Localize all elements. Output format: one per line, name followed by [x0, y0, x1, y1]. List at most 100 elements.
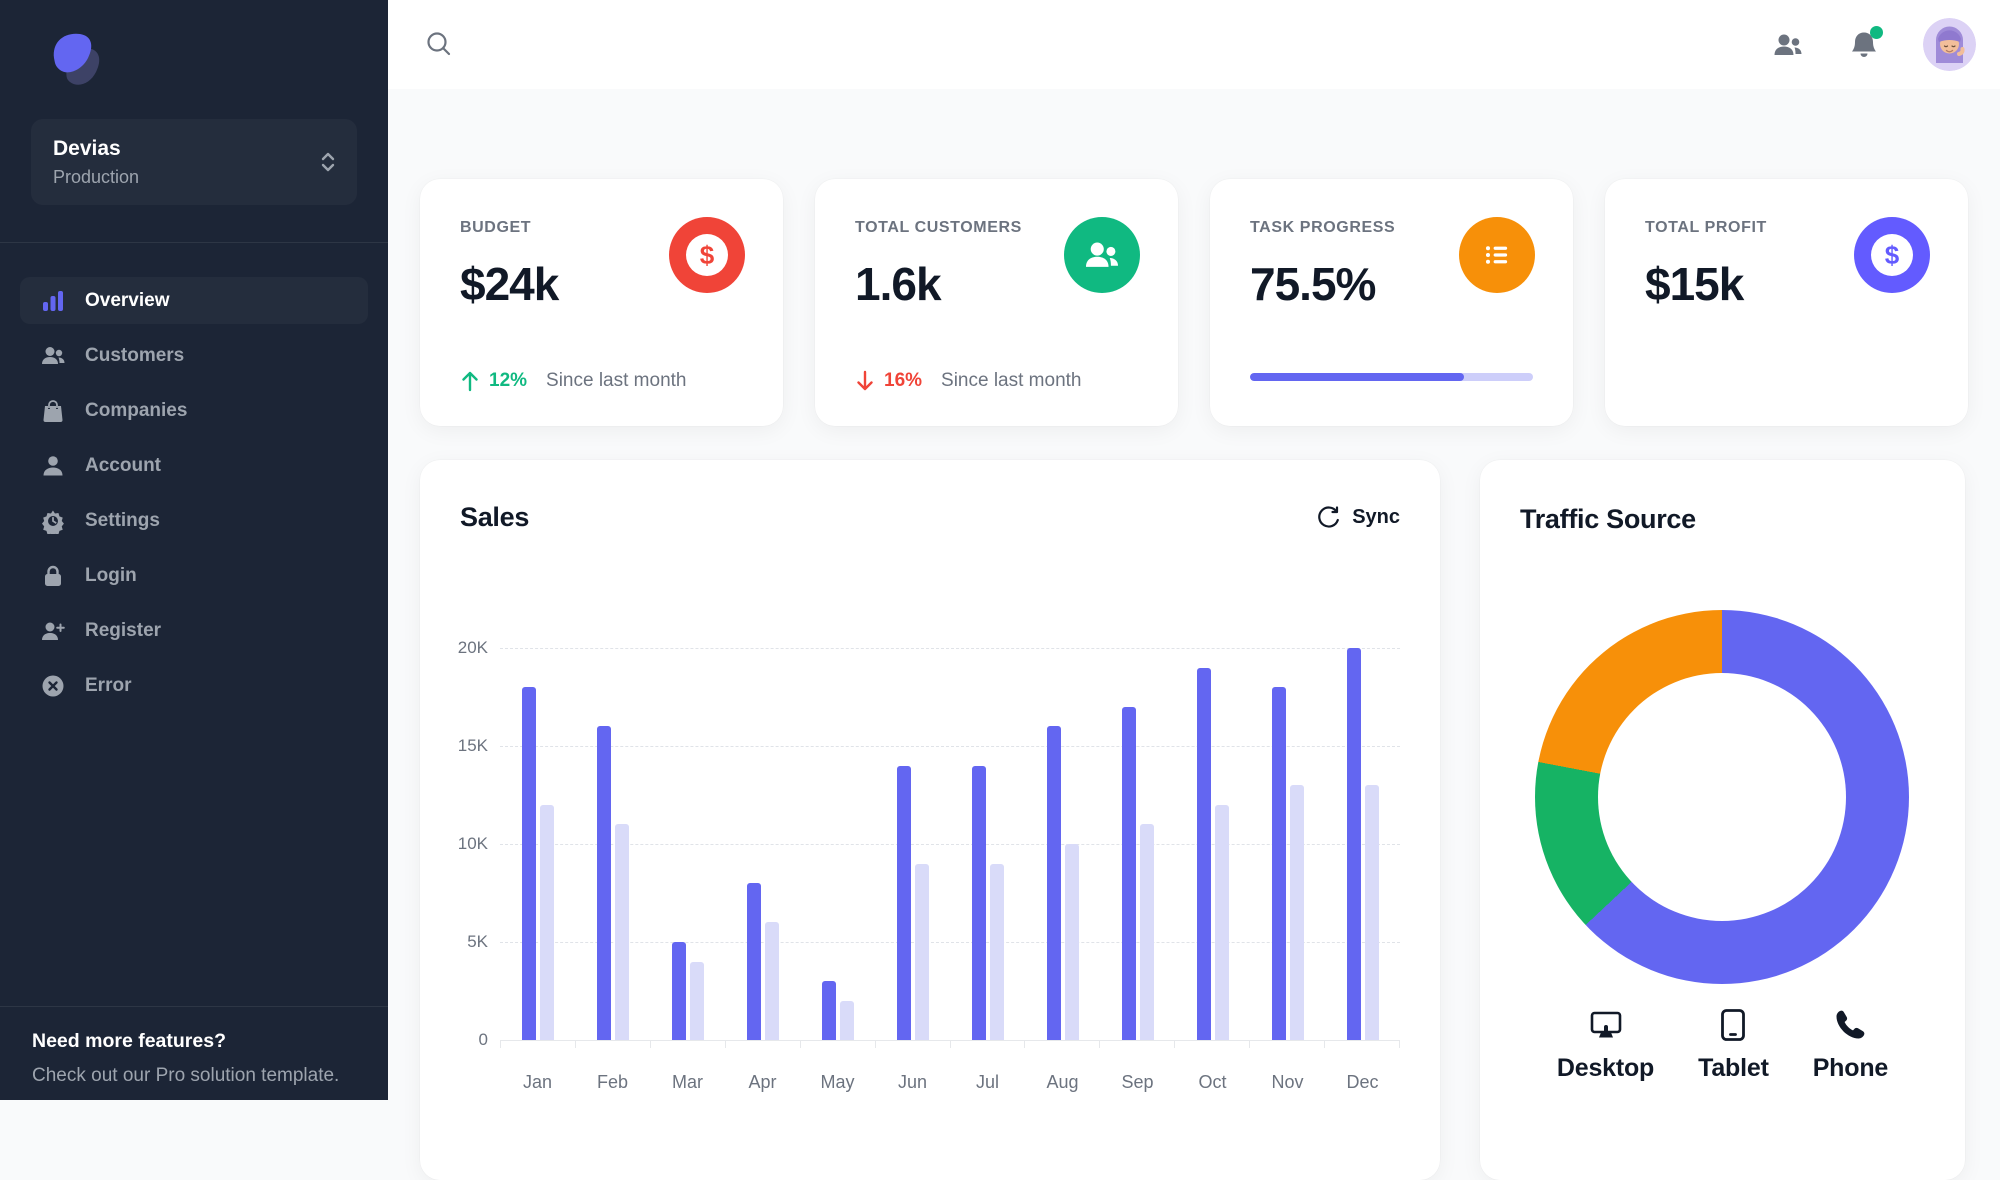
workspace-selector[interactable]: Devias Production: [31, 119, 357, 205]
legend-item-tablet: Tablet: [1698, 1008, 1769, 1083]
workspace-name: Devias: [53, 137, 121, 160]
users-icon: [1774, 34, 1802, 55]
topbar: [388, 0, 2000, 89]
sidebar-item-login[interactable]: Login: [20, 552, 368, 599]
notifications-button[interactable]: [1847, 25, 1883, 62]
search-icon: [427, 32, 451, 56]
sidebar-footer: Need more features? Check out our Pro so…: [32, 1030, 364, 1087]
sales-plot: [500, 648, 1401, 1048]
bar-this-year: [1346, 648, 1361, 1040]
x-tick-label: May: [820, 1072, 855, 1092]
bar-last-year: [839, 1000, 854, 1040]
bar-this-year: [1196, 667, 1211, 1040]
gear-icon: [41, 509, 64, 534]
bar-group-nov: [1250, 648, 1325, 1040]
sidebar-item-settings[interactable]: Settings: [20, 497, 368, 544]
gridline: [500, 648, 1400, 649]
bar-this-year: [671, 942, 686, 1040]
stat-label: TOTAL CUSTOMERS: [855, 219, 1022, 236]
bar-group-jan: [500, 648, 575, 1040]
arrow-down-icon: [857, 370, 873, 391]
y-tick-label: 10K: [457, 834, 488, 853]
search-button[interactable]: [423, 28, 457, 62]
traffic-legend: Desktop Tablet Phone: [1480, 1008, 1965, 1083]
trend-value: 16%: [884, 370, 923, 391]
sidebar-item-account[interactable]: Account: [20, 442, 368, 489]
bar-last-year: [689, 961, 704, 1040]
sidebar-item-label: Customers: [85, 344, 185, 366]
notification-badge-dot: [1870, 25, 1883, 39]
sidebar-item-label: Register: [85, 619, 162, 641]
bar-group-dec: [1325, 648, 1400, 1040]
bell-icon: [1852, 32, 1876, 57]
trend-row: 12% Since last month: [460, 370, 687, 392]
sidebar-item-label: Account: [85, 454, 161, 476]
shopping-bag-icon: [43, 399, 63, 422]
bar-group-sep: [1100, 648, 1175, 1040]
bar-last-year: [539, 804, 554, 1040]
x-tick-label: Sep: [1121, 1072, 1154, 1092]
task-progress-fill: [1250, 373, 1464, 381]
tablet-icon: [1721, 1009, 1746, 1041]
bar-group-jun: [875, 648, 950, 1040]
bar-group-feb: [575, 648, 650, 1040]
bar-group-apr: [725, 648, 800, 1040]
sidebar-item-label: Error: [85, 674, 132, 696]
bar-last-year: [1214, 804, 1229, 1040]
bar-last-year: [1064, 844, 1079, 1040]
bar-last-year: [614, 824, 629, 1040]
stat-value: $15k: [1645, 258, 1744, 310]
budget-card: BUDGET $24k $ 12% Since last month: [420, 179, 783, 426]
device-label: Phone: [1812, 1054, 1889, 1082]
profit-icon-circle: $: [1854, 217, 1930, 293]
avatar[interactable]: [1923, 18, 1976, 71]
bar-last-year: [1139, 824, 1154, 1040]
stat-value: 75.5%: [1250, 258, 1376, 310]
contacts-button[interactable]: [1771, 28, 1805, 62]
traffic-donut-chart: [1535, 610, 1909, 984]
sidebar-item-register[interactable]: Register: [20, 607, 368, 654]
bar-this-year: [821, 981, 836, 1040]
bar-last-year: [989, 863, 1004, 1040]
bar-group-may: [800, 648, 875, 1040]
users-icon: [1085, 242, 1119, 267]
customers-icon-circle: [1064, 217, 1140, 293]
task-progress-bar: [1250, 373, 1533, 381]
footer-title: Need more features?: [32, 1030, 226, 1052]
sales-card: Sales Sync 20K 15K 10K 5K 0 Jan Feb Mar Apr May J…: [420, 460, 1440, 1180]
trend-caption: Since last month: [941, 370, 1082, 391]
task-icon-circle: [1459, 217, 1535, 293]
sidebar-item-label: Login: [85, 564, 137, 586]
sidebar-item-companies[interactable]: Companies: [20, 387, 368, 434]
sales-bars: [500, 648, 1400, 1040]
refresh-icon: [1318, 506, 1340, 528]
y-tick-label: 0: [478, 1030, 488, 1049]
bar-group-mar: [650, 648, 725, 1040]
bar-this-year: [1121, 706, 1136, 1040]
trend-row: 16% Since last month: [855, 370, 1082, 392]
sidebar-divider: [0, 242, 388, 243]
desktop-monitor-icon: [1590, 1011, 1621, 1038]
sidebar-item-customers[interactable]: Customers: [20, 332, 368, 379]
device-label: Tablet: [1698, 1054, 1769, 1082]
x-tick-label: Dec: [1346, 1072, 1379, 1092]
sidebar-item-overview[interactable]: Overview: [20, 277, 368, 324]
sidebar-item-label: Companies: [85, 399, 188, 421]
x-tick-label: Jul: [975, 1072, 999, 1092]
traffic-title: Traffic Source: [1520, 504, 1696, 534]
total-customers-card: TOTAL CUSTOMERS 1.6k 16% Since last mont…: [815, 179, 1178, 426]
sales-x-axis-ticks: [500, 1040, 1401, 1048]
gridline: [500, 746, 1400, 747]
task-progress-card: TASK PROGRESS 75.5%: [1210, 179, 1573, 426]
sidebar-item-error[interactable]: Error: [20, 662, 368, 709]
bar-this-year: [1271, 687, 1286, 1040]
user-plus-icon: [42, 622, 65, 640]
sidebar-footer-divider: [0, 1006, 388, 1007]
x-tick-label: Jun: [897, 1072, 928, 1092]
sync-button[interactable]: Sync: [1316, 505, 1400, 530]
devias-logo-icon: [53, 33, 100, 85]
bar-this-year: [1046, 726, 1061, 1040]
sidebar-item-label: Settings: [85, 509, 160, 531]
stats-row: BUDGET $24k $ 12% Since last month TOTAL…: [420, 179, 1968, 426]
traffic-source-card: Traffic Source Desktop Tablet Phone: [1480, 460, 1965, 1180]
